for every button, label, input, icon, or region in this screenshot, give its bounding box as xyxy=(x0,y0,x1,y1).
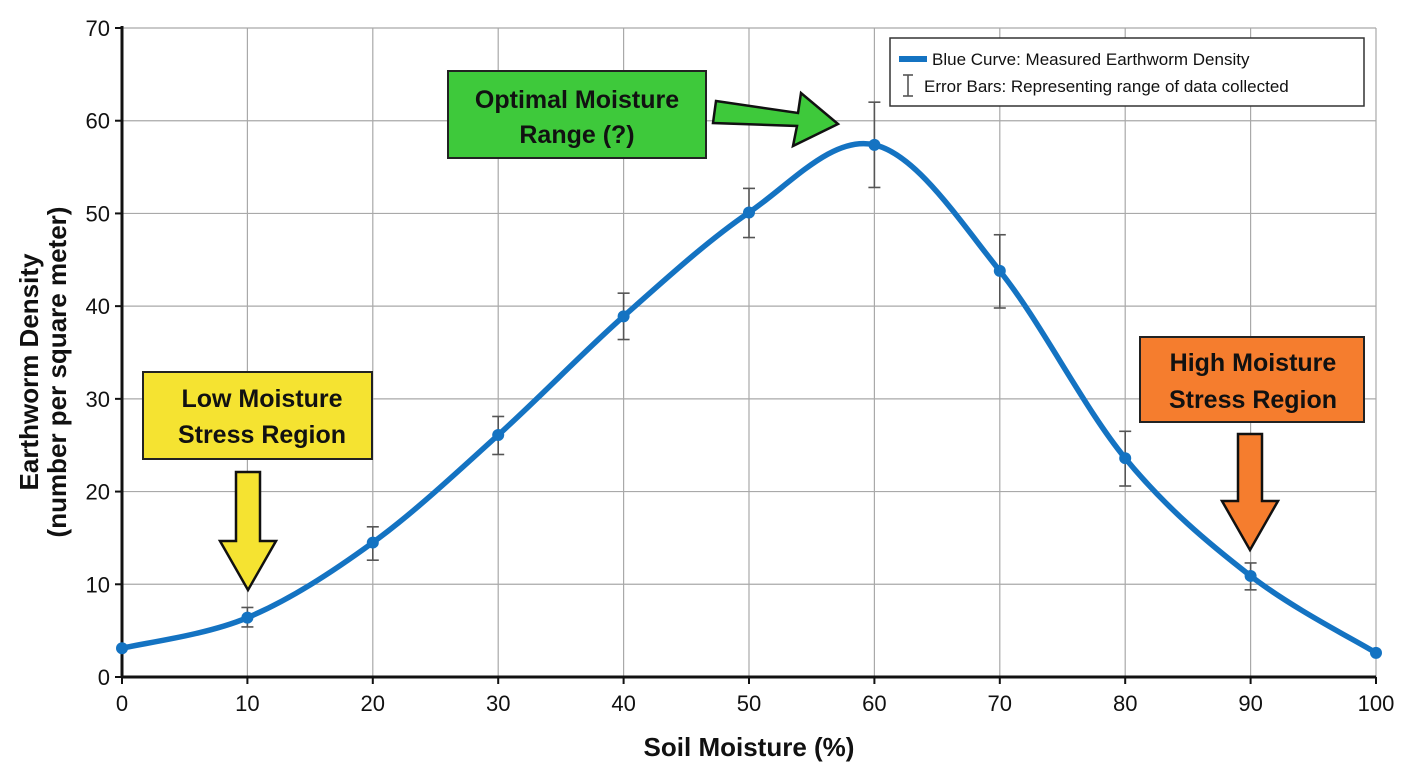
callout-box xyxy=(1139,336,1365,423)
data-point xyxy=(366,536,379,549)
legend-label: Blue Curve: Measured Earthworm Density xyxy=(932,50,1250,69)
x-tick-label: 50 xyxy=(737,691,761,716)
x-tick-label: 100 xyxy=(1358,691,1395,716)
legend-box xyxy=(889,37,1365,107)
callout-box xyxy=(447,70,707,159)
legend: Blue Curve: Measured Earthworm Density Er… xyxy=(889,37,1365,107)
y-tick-label: 70 xyxy=(86,16,110,41)
tick-labels: 0 10 20 30 40 50 60 70 80 90 100 0 10 20 30 40 50 60 70 xyxy=(86,16,1395,716)
annotation-callout: High Moisture Stress Region xyxy=(1139,336,1365,553)
annotation-callout: Optimal Moisture Range (?) xyxy=(447,70,841,159)
callout-text: High Moisture xyxy=(1170,349,1337,377)
callout-box xyxy=(142,371,373,460)
callout-arrow xyxy=(217,470,279,593)
data-point xyxy=(492,429,505,442)
data-point xyxy=(993,264,1006,277)
y-axis-title: Earthworm Density (number per square met… xyxy=(14,207,72,538)
x-tick-label: 20 xyxy=(361,691,385,716)
y-tick-label: 20 xyxy=(86,480,110,505)
y-tick-label: 10 xyxy=(86,572,110,597)
callout-text: Optimal Moisture xyxy=(475,86,679,114)
x-tick-label: 70 xyxy=(988,691,1012,716)
y-tick-label: 50 xyxy=(86,201,110,226)
y-axis-title-line-1: Earthworm Density xyxy=(14,253,44,490)
callout-arrow xyxy=(1219,432,1281,553)
data-point xyxy=(1119,452,1132,465)
series-layer xyxy=(116,138,1382,659)
x-tick-label: 10 xyxy=(235,691,259,716)
series-line xyxy=(119,140,1379,656)
callout-text: Low Moisture xyxy=(181,385,342,413)
legend-label: Error Bars: Representing range of data c… xyxy=(924,77,1289,96)
annotation-callout: Low Moisture Stress Region xyxy=(142,371,373,593)
axes xyxy=(115,26,1377,684)
x-tick-label: 80 xyxy=(1113,691,1137,716)
y-tick-label: 30 xyxy=(86,387,110,412)
y-axis-title-line-2: (number per square meter) xyxy=(42,207,72,538)
data-point xyxy=(241,611,254,624)
annotations: Optimal Moisture Range (?) Low Moisture Str… xyxy=(142,70,1365,593)
data-point xyxy=(743,206,755,219)
x-tick-label: 30 xyxy=(486,691,510,716)
data-point xyxy=(617,310,630,323)
x-tick-label: 40 xyxy=(611,691,635,716)
x-tick-label: 60 xyxy=(862,691,886,716)
x-tick-label: 0 xyxy=(116,691,128,716)
data-point xyxy=(868,138,881,151)
callout-text: Stress Region xyxy=(1169,386,1337,414)
data-point xyxy=(116,642,128,655)
y-tick-label: 0 xyxy=(98,665,110,690)
data-point xyxy=(1370,646,1382,659)
y-tick-label: 40 xyxy=(86,294,110,319)
callout-text: Range (?) xyxy=(519,121,634,149)
callout-text: Stress Region xyxy=(178,421,346,449)
y-tick-label: 60 xyxy=(86,109,110,134)
data-point xyxy=(1244,569,1257,582)
x-tick-label: 90 xyxy=(1238,691,1262,716)
callout-arrow xyxy=(711,90,841,149)
x-axis-title: Soil Moisture (%) xyxy=(644,732,855,762)
